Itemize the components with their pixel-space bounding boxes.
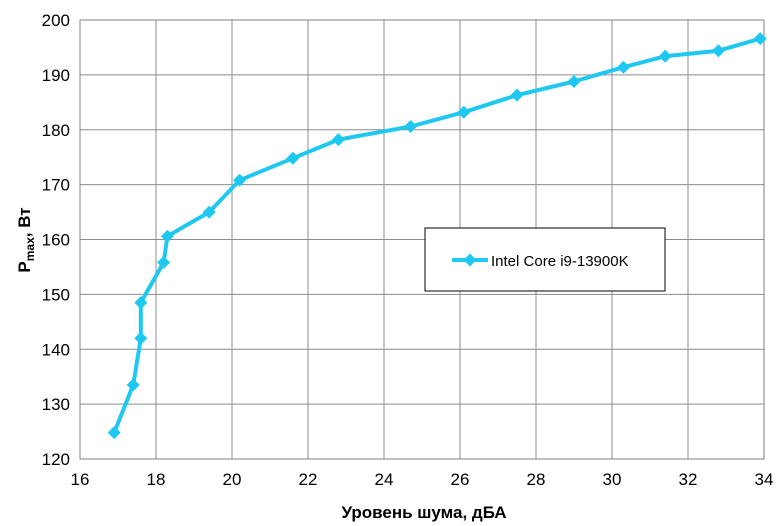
data-point-marker — [753, 32, 767, 46]
legend-label: Intel Core i9-13900K — [491, 253, 629, 270]
y-tick-label: 130 — [42, 395, 70, 414]
y-axis-title-subscript: max — [23, 237, 37, 261]
data-point-marker — [157, 256, 171, 270]
y-tick-label: 120 — [42, 450, 70, 469]
x-tick-label: 24 — [375, 470, 394, 489]
y-tick-label: 170 — [42, 176, 70, 195]
x-tick-label: 26 — [451, 470, 470, 489]
y-axis-ticks: 120 130 140 150 160 170 180 190 200 — [42, 11, 70, 469]
x-tick-label: 16 — [71, 470, 90, 489]
data-point-marker — [134, 331, 148, 345]
y-tick-label: 160 — [42, 231, 70, 250]
data-point-marker — [160, 229, 174, 243]
x-axis-ticks: 16 18 20 22 24 26 28 30 32 34 — [71, 470, 774, 489]
x-tick-label: 34 — [755, 470, 774, 489]
y-tick-label: 180 — [42, 121, 70, 140]
x-tick-label: 22 — [299, 470, 318, 489]
data-point-marker — [404, 119, 418, 133]
data-point-marker — [107, 426, 121, 440]
y-axis-title-unit: , Вт — [15, 207, 34, 237]
data-point-marker — [202, 205, 216, 219]
data-point-marker — [658, 49, 672, 63]
legend-marker-diamond — [463, 253, 477, 267]
x-tick-label: 30 — [603, 470, 622, 489]
x-tick-label: 18 — [147, 470, 166, 489]
data-point-marker — [233, 173, 247, 187]
data-point-marker — [457, 105, 471, 119]
x-tick-label: 28 — [527, 470, 546, 489]
data-point-marker — [567, 74, 581, 88]
y-axis-title: Pmax, Вт — [15, 207, 37, 272]
series-layer — [107, 32, 767, 440]
y-tick-label: 200 — [42, 11, 70, 30]
x-tick-label: 32 — [679, 470, 698, 489]
data-point-marker — [134, 296, 148, 310]
data-point-marker — [286, 151, 300, 165]
y-tick-label: 150 — [42, 285, 70, 304]
data-point-marker — [331, 133, 345, 147]
data-point-marker — [126, 378, 140, 392]
x-axis-title: Уровень шума, дБА — [341, 503, 506, 522]
y-tick-label: 190 — [42, 66, 70, 85]
data-point-marker — [616, 60, 630, 74]
y-tick-label: 140 — [42, 340, 70, 359]
x-tick-label: 20 — [223, 470, 242, 489]
data-point-marker — [711, 44, 725, 58]
plot-area-frame — [79, 19, 765, 460]
y-axis-title-main: P — [15, 261, 34, 272]
legend: Intel Core i9-13900K — [424, 227, 666, 292]
data-point-marker — [510, 88, 524, 102]
